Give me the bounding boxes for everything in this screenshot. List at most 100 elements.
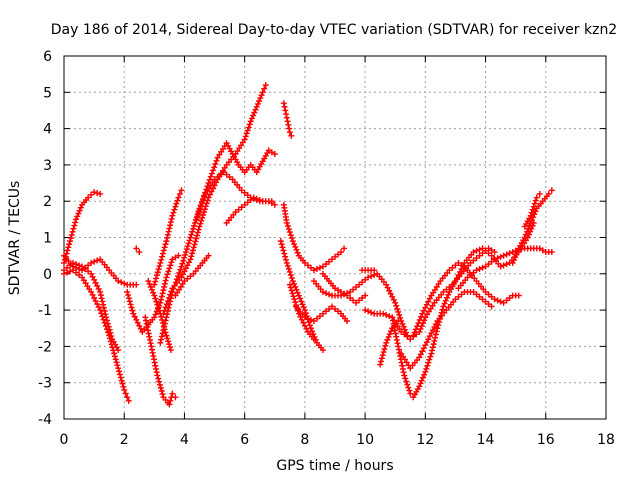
series-track-b <box>61 267 132 404</box>
data-point-interp <box>287 284 294 291</box>
series-track-o <box>223 194 275 226</box>
data-point-interp <box>160 327 167 334</box>
data-point <box>295 292 302 299</box>
data-point-interp <box>189 228 196 235</box>
series-track-w <box>359 267 378 274</box>
data-point-interp <box>99 313 106 320</box>
series-track-ab <box>410 259 522 339</box>
data-point-interp <box>164 335 171 342</box>
data-point-interp <box>292 243 299 250</box>
data-point <box>328 303 335 310</box>
data-point-interp <box>152 295 159 302</box>
data-point <box>175 194 182 201</box>
data-point-interp <box>288 235 295 242</box>
data-point-interp <box>350 286 357 293</box>
data-point-interp <box>104 317 111 324</box>
data-point <box>271 201 278 208</box>
data-point-interp <box>488 293 495 300</box>
data-point-interp <box>75 210 82 217</box>
data-point <box>500 252 507 259</box>
data-point-interp <box>165 268 172 275</box>
data-point <box>347 288 354 295</box>
data-point <box>319 310 326 317</box>
data-point-interp <box>200 211 207 218</box>
data-point-interp <box>380 349 387 356</box>
data-points <box>61 82 555 408</box>
data-point-interp <box>488 258 495 265</box>
data-point-interp <box>281 103 288 110</box>
data-point-interp <box>100 304 107 311</box>
data-point-interp <box>426 333 433 340</box>
data-point-interp <box>396 311 403 318</box>
data-point <box>440 303 447 310</box>
chart-title: Day 186 of 2014, Sidereal Day-to-day VTE… <box>51 22 617 38</box>
data-point-interp <box>191 222 198 229</box>
data-point-interp <box>150 289 157 296</box>
data-point <box>452 296 459 303</box>
data-point-interp <box>155 304 162 311</box>
data-point-interp <box>158 293 165 300</box>
data-point-interp <box>381 345 388 352</box>
data-point <box>61 267 67 274</box>
data-point-interp <box>322 308 329 315</box>
data-point <box>536 190 543 197</box>
data-point-interp <box>322 290 329 297</box>
data-point <box>310 336 317 343</box>
data-point-interp <box>384 284 391 291</box>
x-tick-label: 16 <box>537 432 555 448</box>
data-point <box>332 285 338 292</box>
data-point <box>383 281 390 288</box>
data-point-interp <box>268 149 275 156</box>
data-point <box>151 281 158 288</box>
data-point-interp <box>528 209 535 216</box>
data-point <box>289 278 296 285</box>
data-point-interp <box>164 231 171 238</box>
data-point-interp <box>429 344 436 351</box>
data-point-interp <box>386 287 393 294</box>
data-point-interp <box>194 232 201 239</box>
data-point-interp <box>294 249 301 256</box>
data-point-interp <box>350 297 357 304</box>
x-axis: 0 2 4 6 8 10 12 14 16 18 <box>60 56 615 448</box>
data-point-interp <box>152 278 159 285</box>
data-point <box>166 401 173 408</box>
data-point-interp <box>425 359 432 366</box>
data-point-interp <box>94 257 101 264</box>
data-point-interp <box>91 258 98 265</box>
data-point-interp <box>66 241 73 248</box>
data-point <box>103 314 110 321</box>
data-point-interp <box>300 319 307 326</box>
data-point-interp <box>162 304 169 311</box>
data-point-interp <box>529 206 536 213</box>
data-point-interp <box>524 228 531 235</box>
data-point <box>419 310 426 317</box>
data-point-interp <box>181 254 188 261</box>
data-point-interp <box>378 355 385 362</box>
data-point <box>262 82 269 89</box>
data-point <box>416 354 423 361</box>
data-point-interp <box>162 317 169 324</box>
series-track-d <box>61 252 140 288</box>
data-point-interp <box>189 247 196 254</box>
data-point-interp <box>196 206 203 213</box>
data-point-interp <box>198 203 205 210</box>
data-point-interp <box>458 262 465 269</box>
data-point-interp <box>163 301 170 308</box>
data-point-interp <box>453 275 460 282</box>
data-point-interp <box>506 295 513 301</box>
data-point-interp <box>193 235 200 242</box>
data-point-interp <box>118 279 125 286</box>
data-point <box>344 317 351 324</box>
data-point-interp <box>116 368 123 375</box>
data-point-interp <box>258 92 265 99</box>
data-point-interp <box>77 204 84 211</box>
data-point <box>232 209 239 216</box>
data-point-interp <box>186 237 193 244</box>
data-point-interp <box>404 333 411 340</box>
data-point-interp <box>455 293 462 300</box>
data-point <box>344 292 351 299</box>
data-point-interp <box>429 327 436 334</box>
data-point <box>268 198 275 205</box>
data-point-interp <box>500 262 507 269</box>
data-point <box>476 252 483 259</box>
